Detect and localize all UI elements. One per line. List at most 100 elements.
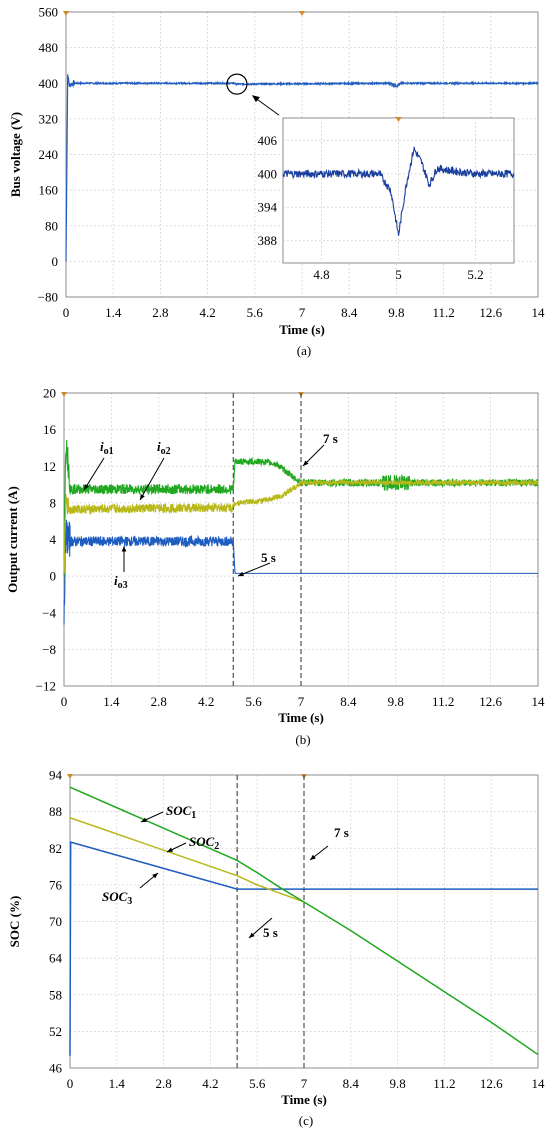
y-tick-label: −80 xyxy=(38,290,58,305)
x-tick-label: 11.2 xyxy=(432,694,454,709)
label-base: SOC xyxy=(189,834,215,849)
x-tick-label: 2.8 xyxy=(151,694,167,709)
y-tick-label: 560 xyxy=(39,5,59,20)
y-tick-label: 400 xyxy=(39,76,59,91)
label-base: SOC xyxy=(166,803,192,818)
7s-arrow-head xyxy=(310,854,316,860)
x-tick-label: 1.4 xyxy=(105,305,122,320)
x-axis-title: Time (s) xyxy=(278,710,324,725)
x-tick-label: 1.4 xyxy=(109,1076,126,1091)
y-tick-label: 46 xyxy=(49,1061,63,1076)
x-tick-label: 1.4 xyxy=(103,694,120,709)
x-axis-title: Time (s) xyxy=(281,1092,327,1107)
x-tick-label: 8.4 xyxy=(340,694,357,709)
panel-caption: (a) xyxy=(297,343,311,358)
io3-line xyxy=(63,519,538,625)
io3-arrow-head xyxy=(121,546,127,552)
x-tick-label: 14 xyxy=(532,305,546,320)
trigger-marker xyxy=(299,11,305,16)
inset-y-tick-label: 394 xyxy=(258,200,278,215)
y-tick-label: 88 xyxy=(49,804,62,819)
soc3-line xyxy=(69,841,538,1056)
x-tick-label: 8.4 xyxy=(343,1076,360,1091)
inset-trigger-marker xyxy=(395,117,402,122)
y-axis-title: Output current (A) xyxy=(5,486,20,593)
inset-y-tick-label: 400 xyxy=(258,166,278,181)
annotation-5s: 5 s xyxy=(263,925,278,940)
panel-caption: (b) xyxy=(295,732,310,747)
soc2-line xyxy=(69,817,305,903)
x-tick-label: 5.6 xyxy=(247,305,264,320)
zoom-arrowhead xyxy=(251,95,260,103)
inset-x-tick-label: 5.2 xyxy=(467,267,483,282)
label-sub: o2 xyxy=(161,446,171,457)
x-tick-label: 0 xyxy=(61,694,68,709)
x-tick-label: 7 xyxy=(301,1076,308,1091)
zoom-circle xyxy=(226,73,248,95)
inset-voltage-line xyxy=(282,146,515,236)
x-tick-label: 9.8 xyxy=(389,1076,405,1091)
trigger-marker xyxy=(63,11,69,16)
soc1-line xyxy=(69,786,539,1056)
inset-x-tick-label: 4.8 xyxy=(313,267,329,282)
x-tick-label: 14 xyxy=(532,1076,546,1091)
label-base: SOC xyxy=(102,889,128,904)
x-tick-label: 11.2 xyxy=(432,305,454,320)
x-tick-label: 2.8 xyxy=(152,305,168,320)
y-axis-title: Bus voltage (V) xyxy=(8,112,23,197)
trigger-marker xyxy=(61,392,67,397)
zoom-arrow xyxy=(256,98,280,116)
x-tick-label: 9.8 xyxy=(388,305,404,320)
y-tick-label: −12 xyxy=(36,679,56,694)
panel-caption: (c) xyxy=(299,1113,313,1128)
y-tick-label: 16 xyxy=(43,422,57,437)
y-tick-label: 70 xyxy=(49,914,62,929)
annotation-7s: 7 s xyxy=(334,825,349,840)
y-tick-label: 160 xyxy=(39,183,59,198)
y-tick-label: 0 xyxy=(50,569,57,584)
y-axis-title: SOC (%) xyxy=(7,896,22,948)
io3-label: io3 xyxy=(114,573,128,591)
inset-y-tick-label: 406 xyxy=(258,133,278,148)
y-tick-label: 94 xyxy=(49,768,63,783)
x-tick-label: 11.2 xyxy=(433,1076,455,1091)
soc2-label: SOC2 xyxy=(189,834,219,852)
x-tick-label: 12.6 xyxy=(480,1076,503,1091)
y-tick-label: 76 xyxy=(49,877,63,892)
x-tick-label: 7 xyxy=(298,694,305,709)
annotation-7s: 7 s xyxy=(323,431,338,446)
label-base: i xyxy=(114,573,118,588)
x-tick-label: 0 xyxy=(63,305,70,320)
soc3-arrow-head xyxy=(152,873,158,879)
panel-b: 0 1.4 2.8 4.2 5.6 7 8.4 9.8 11.2 12.6 14201612840−… xyxy=(5,386,545,748)
x-tick-label: 14 xyxy=(532,694,546,709)
y-tick-label: 320 xyxy=(39,111,59,126)
soc1-label: SOC1 xyxy=(166,803,196,821)
x-tick-label: 4.2 xyxy=(198,694,214,709)
x-tick-label: 5.6 xyxy=(249,1076,266,1091)
annotation-5s: 5 s xyxy=(261,550,276,565)
soc3-label: SOC3 xyxy=(102,889,132,907)
panel-c: 0 1.4 2.8 4.2 5.6 7 8.4 9.8 11.2 12.6 14 94 88 82 76 70… xyxy=(7,768,545,1129)
label-base: i xyxy=(100,439,104,454)
io2-arrow-head xyxy=(140,494,145,500)
x-tick-label: 4.2 xyxy=(202,1076,218,1091)
y-tick-label: 480 xyxy=(39,40,59,55)
soc2-arrow-head xyxy=(167,847,173,852)
inset-y-tick-label: 388 xyxy=(258,233,278,248)
y-tick-label: −8 xyxy=(42,642,56,657)
x-tick-label: 5.6 xyxy=(245,694,262,709)
x-axis-title: Time (s) xyxy=(279,322,325,337)
x-tick-label: 12.6 xyxy=(479,694,502,709)
7s-arrow-head xyxy=(303,460,309,466)
soc1-arrow-head xyxy=(141,817,147,822)
label-sub: o1 xyxy=(104,446,114,457)
y-tick-label: 82 xyxy=(49,841,62,856)
x-tick-label: 2.8 xyxy=(155,1076,171,1091)
io2-label: io2 xyxy=(157,439,171,457)
x-tick-label: 7 xyxy=(299,305,306,320)
label-sub: 3 xyxy=(127,896,132,907)
5s-arrow xyxy=(237,562,271,577)
y-tick-label: 240 xyxy=(39,147,59,162)
